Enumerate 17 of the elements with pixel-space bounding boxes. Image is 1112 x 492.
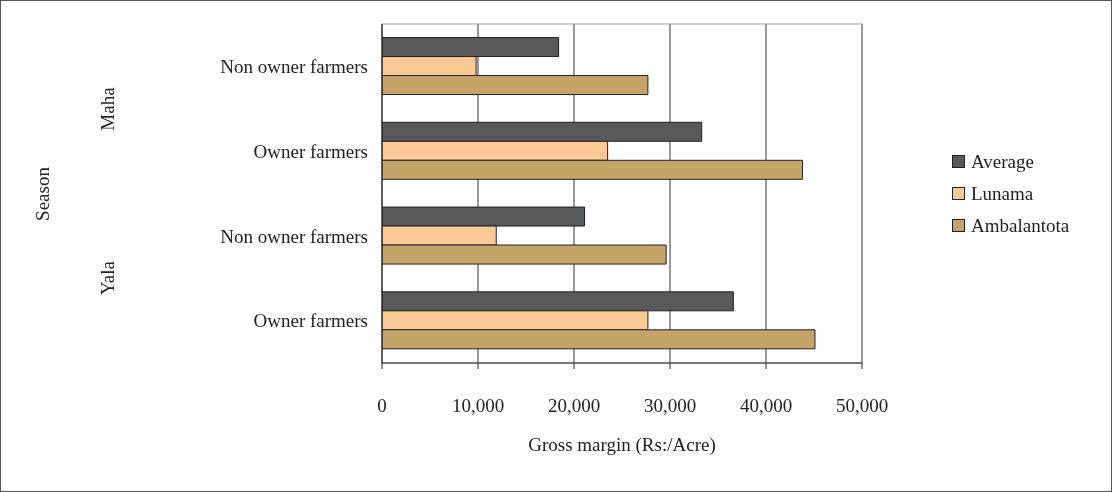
x-tick-label: 50,000 xyxy=(835,395,889,417)
x-axis-title: Gross margin (Rs:/Acre) xyxy=(528,434,716,457)
text: Maha xyxy=(97,87,119,131)
x-tick-label: 40,000 xyxy=(739,395,793,417)
legend-label: Ambalantota xyxy=(971,213,1070,238)
text: Season xyxy=(32,166,54,221)
text: Yala xyxy=(97,261,119,296)
legend-label: Lunama xyxy=(971,181,1034,206)
x-tick-label: 0 xyxy=(377,395,387,417)
x-tick-label: 20,000 xyxy=(547,395,601,417)
y-tick-label: Non owner farmers xyxy=(220,56,368,78)
y-tick-label: Owner farmers xyxy=(253,310,368,332)
y-tick-label: Non owner farmers xyxy=(220,225,368,247)
x-tick-label: 10,000 xyxy=(451,395,505,417)
x-tick-label: 30,000 xyxy=(643,395,697,417)
y-tick-label: Owner farmers xyxy=(253,140,368,162)
legend-label: Average xyxy=(971,149,1034,174)
